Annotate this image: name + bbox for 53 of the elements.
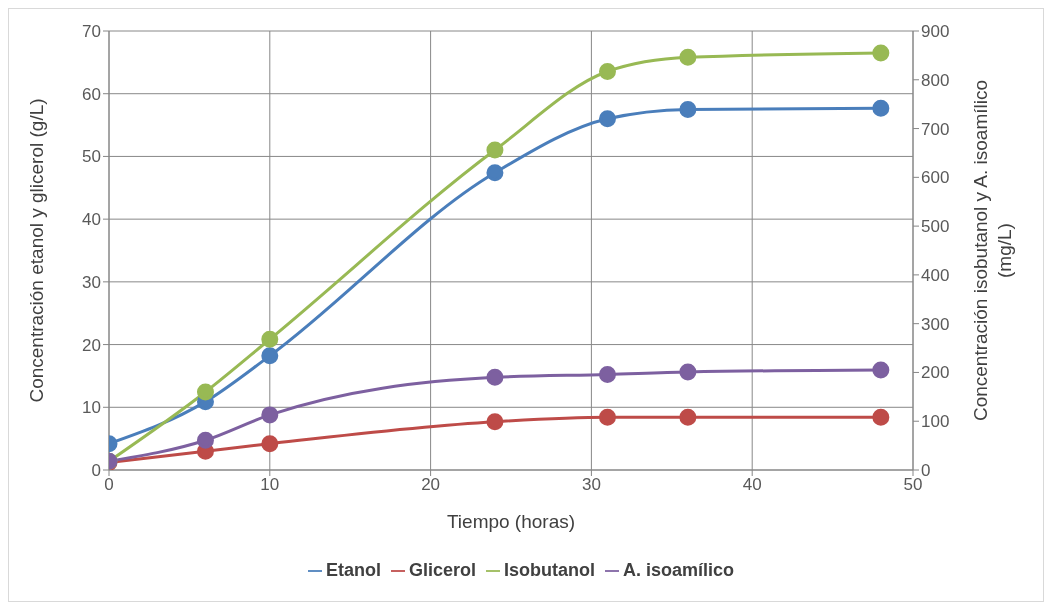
point — [679, 363, 697, 381]
y2-tick-label: 600 — [921, 168, 950, 188]
point — [679, 100, 697, 118]
y2-tick-label: 100 — [921, 412, 950, 432]
y2-tick-label: 500 — [921, 217, 950, 237]
legend-label: Etanol — [325, 560, 381, 580]
point — [486, 141, 504, 159]
y-tick-label: 40 — [82, 210, 101, 230]
x-tick-label: 10 — [260, 475, 280, 495]
x-tick-label: 0 — [104, 475, 114, 495]
point — [486, 164, 504, 182]
y2-tick-label: 400 — [921, 265, 950, 285]
point — [261, 406, 279, 424]
point — [261, 435, 279, 453]
legend-label: Isobutanol — [504, 560, 595, 580]
x-tick-label: 30 — [581, 475, 601, 495]
y2-tick-label: 900 — [921, 22, 950, 42]
point — [679, 408, 697, 426]
y2-tick-label: 800 — [921, 70, 950, 90]
y2-tick-label: 200 — [921, 363, 950, 383]
point — [486, 413, 504, 431]
point — [196, 383, 214, 401]
point — [872, 99, 890, 117]
point — [598, 365, 616, 383]
point — [196, 431, 214, 449]
legend-label: A. isoamílico — [623, 560, 735, 580]
point — [872, 408, 890, 426]
legend-label: Glicerol — [408, 560, 476, 580]
point — [486, 368, 504, 386]
point — [598, 62, 616, 80]
point — [872, 361, 890, 379]
y-tick-label: 20 — [82, 335, 101, 355]
y2-axis-title: Concentración isobutanol y A. isoamílico (mg/L) — [970, 79, 1015, 422]
point — [261, 347, 279, 365]
x-tick-label: 40 — [742, 475, 762, 495]
y-tick-label: 50 — [82, 147, 101, 167]
y-tick-label: 30 — [82, 272, 101, 292]
y-axis-title: Concentración etanol y glicerol (g/L) — [26, 98, 47, 403]
y2-tick-label: 300 — [921, 314, 950, 334]
x-tick-label: 50 — [903, 475, 923, 495]
point — [679, 48, 697, 66]
point — [598, 408, 616, 426]
point — [598, 110, 616, 128]
y-tick-label: 10 — [82, 398, 101, 418]
y-tick-label: 0 — [91, 461, 101, 481]
y-tick-label: 60 — [82, 84, 101, 104]
point — [261, 330, 279, 348]
y2-tick-label: 700 — [921, 119, 950, 139]
y2-tick-label: 0 — [921, 461, 931, 481]
x-tick-label: 20 — [421, 475, 441, 495]
x-axis-title: Tiempo (horas) — [446, 511, 576, 532]
point — [872, 44, 890, 62]
y-tick-label: 70 — [82, 22, 101, 42]
